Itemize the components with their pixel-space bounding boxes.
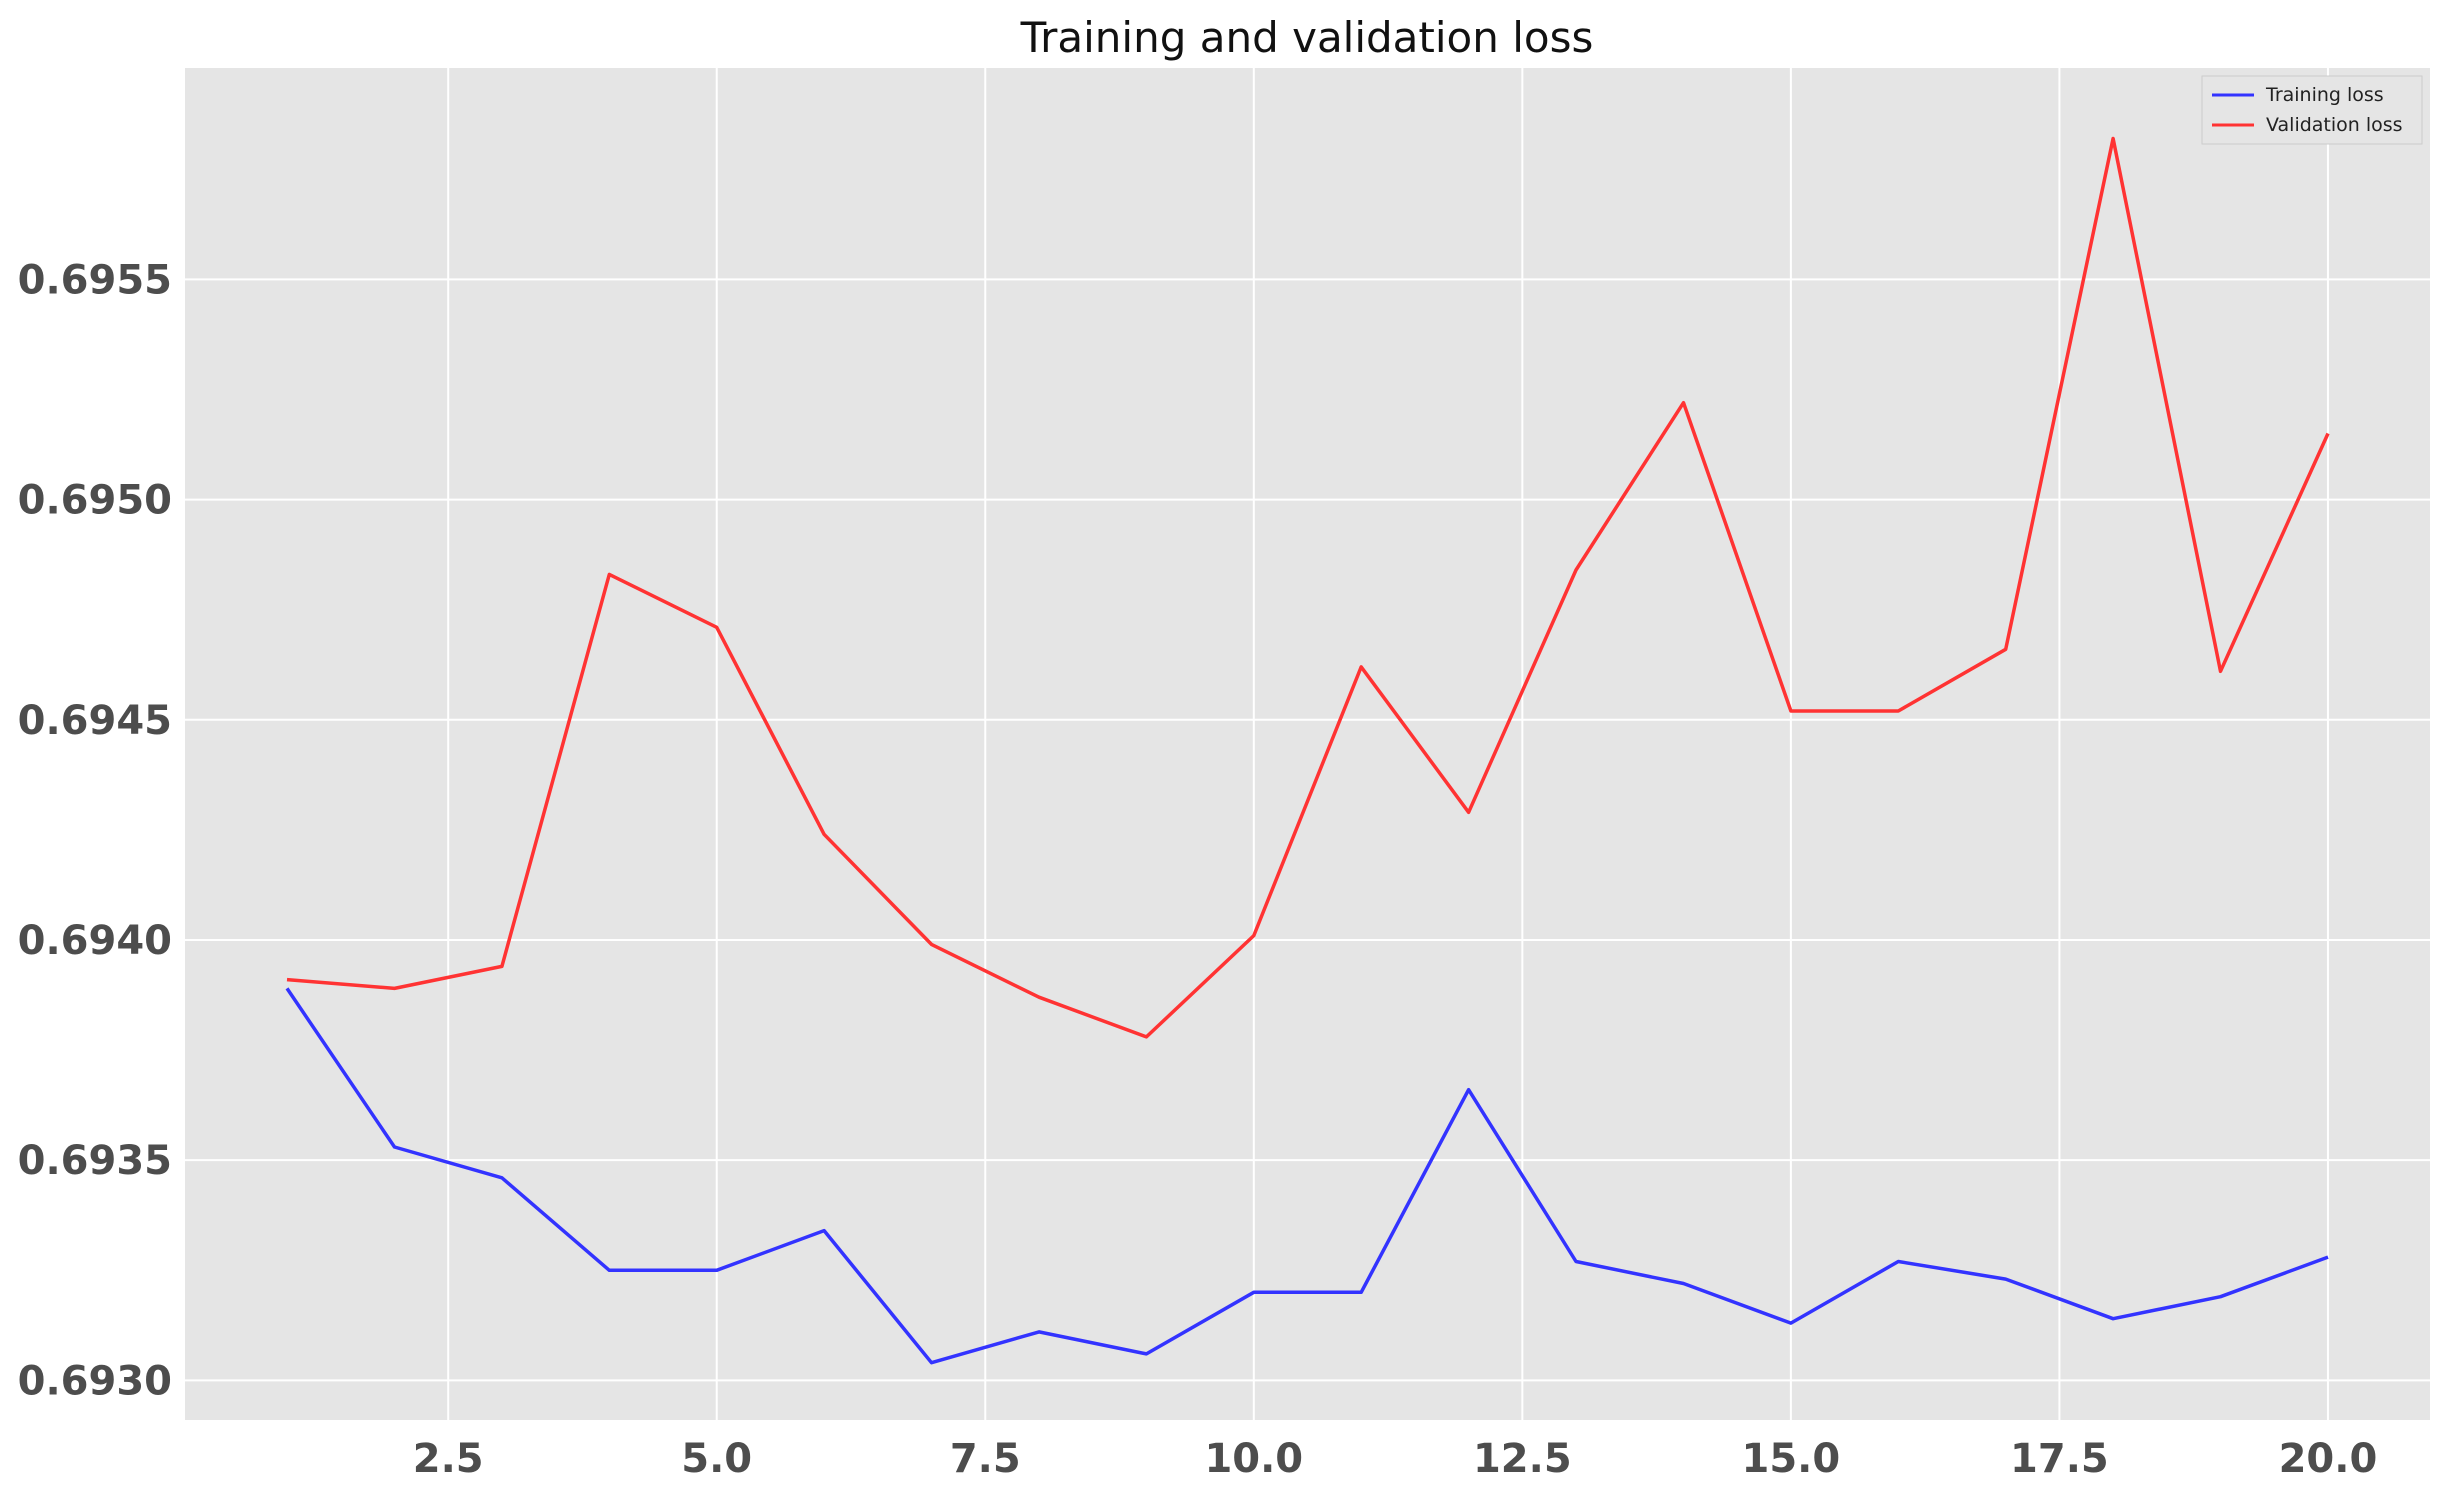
legend-box xyxy=(2201,75,2423,145)
x-tick-labels: 2.5 5.0 7.5 10.0 12.5 15.0 17.5 20.0 xyxy=(413,1436,2378,1482)
x-tick-label: 10.0 xyxy=(1204,1436,1303,1482)
x-tick-label: 20.0 xyxy=(2279,1436,2378,1482)
series-line-training xyxy=(285,987,2329,1365)
chart-title: Training and validation loss xyxy=(1020,13,1594,62)
y-tick-label: 0.6940 xyxy=(18,918,172,964)
legend-label-training: Training loss xyxy=(2265,84,2384,106)
x-tick-label: 15.0 xyxy=(1742,1436,1841,1482)
y-tick-label: 0.6950 xyxy=(18,478,172,524)
series-lines xyxy=(285,136,2330,1365)
y-tick-label: 0.6935 xyxy=(18,1138,172,1184)
plot-background xyxy=(185,68,2430,1420)
legend: Training loss Validation loss xyxy=(2201,75,2423,145)
x-tick-label: 2.5 xyxy=(413,1436,484,1482)
x-tick-label: 7.5 xyxy=(950,1436,1021,1482)
y-tick-labels: 0.6930 0.6935 0.6940 0.6945 0.6950 0.6955 xyxy=(18,257,172,1404)
grid-lines xyxy=(185,68,2430,1420)
y-tick-label: 0.6945 xyxy=(18,698,172,744)
x-tick-label: 12.5 xyxy=(1473,1436,1572,1482)
series-line-validation xyxy=(286,136,2330,1039)
y-tick-label: 0.6955 xyxy=(18,257,172,303)
x-tick-label: 5.0 xyxy=(681,1436,752,1482)
y-tick-label: 0.6930 xyxy=(18,1358,172,1404)
legend-label-validation: Validation loss xyxy=(2266,114,2403,136)
x-tick-label: 17.5 xyxy=(2010,1436,2109,1482)
